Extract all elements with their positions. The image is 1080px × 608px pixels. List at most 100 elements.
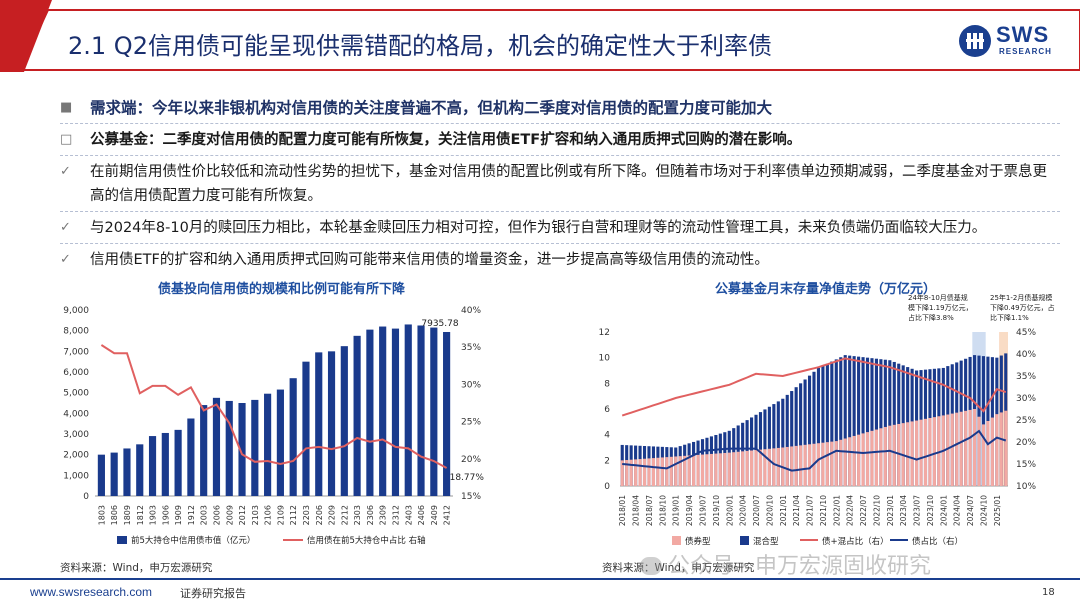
x-tick-label: 2018/01 (618, 495, 627, 526)
logo-subtext: RESEARCH (999, 47, 1052, 56)
bond-fund-bar (977, 416, 981, 486)
square-outline-icon: □ (60, 132, 73, 147)
y-left-tick-label: 0 (83, 492, 89, 502)
bar (187, 418, 195, 496)
mixed-fund-bar (870, 358, 874, 486)
x-tick-label: 2023/07 (913, 495, 922, 526)
bond-fund-bar (959, 411, 963, 486)
x-tick-label: 2024/01 (939, 495, 948, 526)
bar (417, 325, 425, 496)
x-tick-label: 2109 (276, 505, 285, 525)
y-left-tick-label: 1,000 (63, 471, 89, 481)
x-tick-label: 2022/10 (872, 495, 881, 526)
bar (161, 432, 169, 496)
bond-fund-bar (879, 428, 883, 486)
bar (212, 397, 221, 496)
bar (430, 327, 438, 496)
x-tick-label: 2020/04 (739, 495, 748, 526)
y-left-tick-label: 2 (604, 456, 610, 466)
bond-fund-bar (638, 459, 642, 486)
x-tick-label: 2209 (328, 505, 337, 525)
x-tick-label: 2023/10 (926, 495, 935, 526)
y-right-tick-label: 20% (1016, 438, 1036, 448)
mixed-fund-bar (865, 357, 870, 486)
bond-fund-bar (928, 417, 932, 486)
bullet-text: 信用债ETF的扩容和纳入通用质押式回购可能带来信用债的增量资金，进一步提高高等级… (90, 252, 769, 268)
bond-fund-bar (660, 457, 664, 486)
bar (136, 444, 144, 496)
legend-label: 混合型 (753, 536, 779, 547)
bond-fund-bar (888, 425, 892, 486)
mixed-fund-bar (790, 391, 794, 486)
bond-fund-bar (620, 460, 624, 486)
divider (60, 211, 1060, 213)
bond-fund-bar (634, 459, 638, 486)
x-tick-label: 2409 (430, 505, 439, 525)
watermark-text: 公众号 · 申万宏源固收研究 (668, 554, 931, 579)
x-tick-label: 2303 (353, 505, 362, 525)
wechat-icon (640, 557, 662, 575)
bond-fund-bar (683, 455, 687, 486)
bullet-text: 需求端：今年以来非银机构对信用债的关注度普遍不高，但机构二季度对信用债的配置力度… (90, 99, 773, 117)
x-tick-label: 1909 (174, 505, 183, 525)
x-tick-label: 2024/04 (953, 495, 962, 526)
mixed-fund-bar (763, 409, 767, 486)
legend-label: 债占比（右） (912, 536, 963, 547)
mixed-fund-bar (888, 360, 892, 486)
y-left-tick-label: 8 (604, 379, 610, 389)
logo-emblem-icon (959, 25, 991, 57)
bond-fund-bar (923, 418, 928, 486)
x-tick-label: 2022/07 (859, 495, 868, 526)
x-tick-label: 2403 (404, 505, 413, 525)
x-tick-label: 2020/07 (752, 495, 761, 526)
mixed-fund-bar (767, 406, 771, 486)
x-tick-label: 2406 (417, 505, 426, 525)
bond-fund-bar (821, 442, 825, 486)
bond-fund-bar (674, 456, 678, 486)
x-tick-label: 2006 (212, 505, 221, 525)
left-chart-title: 债基投向信用债的规模和比例可能有所下降 (158, 282, 406, 297)
y-left-tick-label: 2,000 (63, 451, 89, 461)
x-tick-label: 1812 (136, 505, 145, 525)
y-right-tick-label: 20% (461, 455, 481, 465)
bond-fund-bar (750, 450, 754, 486)
bond-fund-bar (897, 423, 901, 486)
y-left-tick-label: 6,000 (63, 368, 89, 378)
mixed-fund-bar (834, 359, 838, 486)
mixed-fund-bar (799, 383, 803, 486)
bar (264, 393, 272, 496)
bar (289, 378, 297, 496)
slide-title: 2.1 Q2信用债可能呈现供需错配的格局，机会的确定性大于利率债 (68, 32, 772, 60)
x-tick-label: 2019/01 (672, 495, 681, 526)
bond-fund-bar (816, 443, 821, 486)
bond-fund-bar (772, 448, 776, 486)
y-left-tick-label: 10 (599, 354, 611, 364)
divider (60, 123, 1060, 125)
mixed-fund-bar (852, 356, 856, 486)
x-tick-label: 1806 (110, 505, 119, 525)
x-tick-label: 2019/10 (712, 495, 721, 526)
mixed-fund-bar (857, 356, 861, 486)
x-tick-label: 2021/04 (792, 495, 801, 526)
bond-fund-bar (834, 441, 838, 486)
mixed-fund-bar (825, 363, 829, 486)
bond-fund-bar (718, 453, 722, 486)
legend-label: 信用债在前5大持仓中占比 右轴 (307, 535, 426, 546)
footer-url[interactable]: www.swsresearch.com (30, 585, 153, 599)
x-tick-label: 2012 (238, 505, 247, 525)
x-tick-label: 2103 (251, 505, 260, 525)
mixed-fund-bar (803, 379, 807, 486)
bond-fund-bar (732, 452, 736, 486)
bond-fund-bar (857, 434, 861, 486)
bond-fund-bar (807, 444, 812, 486)
mixed-fund-bar (861, 357, 865, 486)
mixed-fund-bar (776, 401, 780, 486)
x-tick-label: 2206 (315, 505, 324, 525)
y-left-tick-label: 4,000 (63, 409, 89, 419)
bar (148, 436, 157, 496)
y-left-tick-label: 7,000 (63, 347, 89, 357)
bond-fund-bar (981, 424, 986, 486)
annotation-text: 占比下降3.8% (908, 313, 954, 322)
x-tick-label: 2023/01 (886, 495, 895, 526)
y-right-tick-label: 25% (1016, 416, 1036, 426)
